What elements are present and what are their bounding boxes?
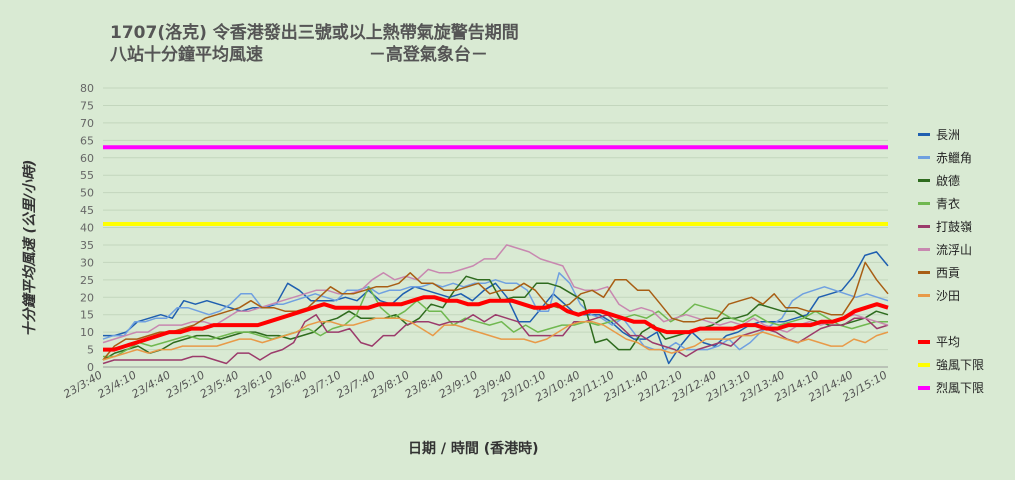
- y-tick-label: 25: [80, 274, 94, 287]
- legend-item: 平均: [918, 330, 984, 353]
- legend-item: 啟德: [918, 169, 984, 192]
- x-axis-label: 日期 / 時間 (香港時): [408, 441, 539, 457]
- legend-swatch: [918, 271, 930, 274]
- chart-legend: 長洲赤鱲角啟德青衣打鼓嶺流浮山西貢沙田平均強風下限烈風下限: [918, 123, 984, 399]
- series-line-7: [102, 317, 889, 361]
- series-line-3: [103, 286, 888, 358]
- legend-label: 青衣: [936, 197, 961, 211]
- legend-swatch: [918, 202, 930, 205]
- legend-label: 赤鱲角: [936, 151, 973, 165]
- chart-title-line2: 八站十分鐘平均風速 －高登氣象台－: [110, 44, 519, 66]
- chart-title-line2b: －高登氣象台－: [368, 45, 488, 65]
- legend-item: 流浮山: [918, 238, 984, 261]
- series-line-5: [102, 244, 889, 344]
- y-tick-label: 5: [87, 344, 94, 357]
- series-line-6: [102, 261, 889, 361]
- legend-swatch: [918, 156, 930, 159]
- series-line-1: [102, 272, 889, 351]
- legend-label: 流浮山: [936, 243, 973, 257]
- y-tick-label: 10: [80, 326, 94, 339]
- legend-swatch: [918, 362, 930, 367]
- legend-label: 沙田: [936, 289, 961, 303]
- legend-item: 西貢: [918, 261, 984, 284]
- y-tick-label: 65: [80, 134, 94, 147]
- legend-label: 長洲: [936, 128, 961, 142]
- y-tick-label: 15: [80, 309, 94, 322]
- y-tick-label: 80: [80, 82, 94, 95]
- series-line-4: [102, 313, 889, 365]
- legend-item: 打鼓嶺: [918, 215, 984, 238]
- y-tick-label: 50: [80, 187, 94, 200]
- line-chart: 0510152025303540455055606570758023/3:402…: [61, 82, 889, 404]
- legend-label: 西貢: [936, 266, 961, 280]
- chart-title: 1707(洛克) 令香港發出三號或以上熱帶氣旋警告期間 八站十分鐘平均風速 －高…: [110, 22, 519, 66]
- legend-item: 強風下限: [918, 353, 984, 376]
- chart-title-line2a: 八站十分鐘平均風速: [110, 45, 263, 65]
- legend-swatch: [918, 385, 930, 390]
- legend-swatch: [918, 179, 930, 182]
- legend-label: 烈風下限: [936, 381, 985, 395]
- legend-label: 打鼓嶺: [936, 220, 973, 234]
- y-tick-label: 60: [80, 152, 94, 165]
- legend-item: 烈風下限: [918, 376, 984, 399]
- y-tick-label: 45: [80, 204, 94, 217]
- legend-label: 強風下限: [936, 358, 985, 372]
- y-tick-label: 55: [80, 169, 94, 182]
- y-tick-label: 30: [80, 256, 94, 269]
- legend-swatch: [918, 225, 930, 228]
- legend-item: 長洲: [918, 123, 984, 146]
- y-tick-label: 75: [80, 99, 94, 112]
- legend-item: 青衣: [918, 192, 984, 215]
- y-tick-label: 0: [87, 361, 94, 374]
- legend-label: 平均: [936, 335, 961, 349]
- legend-swatch: [918, 133, 930, 136]
- legend-item: 赤鱲角: [918, 146, 984, 169]
- legend-swatch: [918, 339, 930, 344]
- y-tick-label: 40: [80, 222, 94, 235]
- chart-title-line1: 1707(洛克) 令香港發出三號或以上熱帶氣旋警告期間: [110, 23, 519, 43]
- y-tick-label: 20: [80, 291, 94, 304]
- legend-item: 沙田: [918, 284, 984, 307]
- legend-swatch: [918, 294, 930, 297]
- series-line-8: [103, 295, 889, 352]
- series-line-2: [102, 275, 889, 361]
- legend-swatch: [918, 248, 930, 251]
- y-tick-label: 70: [80, 117, 94, 130]
- legend-label: 啟德: [936, 174, 961, 188]
- y-tick-label: 35: [80, 239, 94, 252]
